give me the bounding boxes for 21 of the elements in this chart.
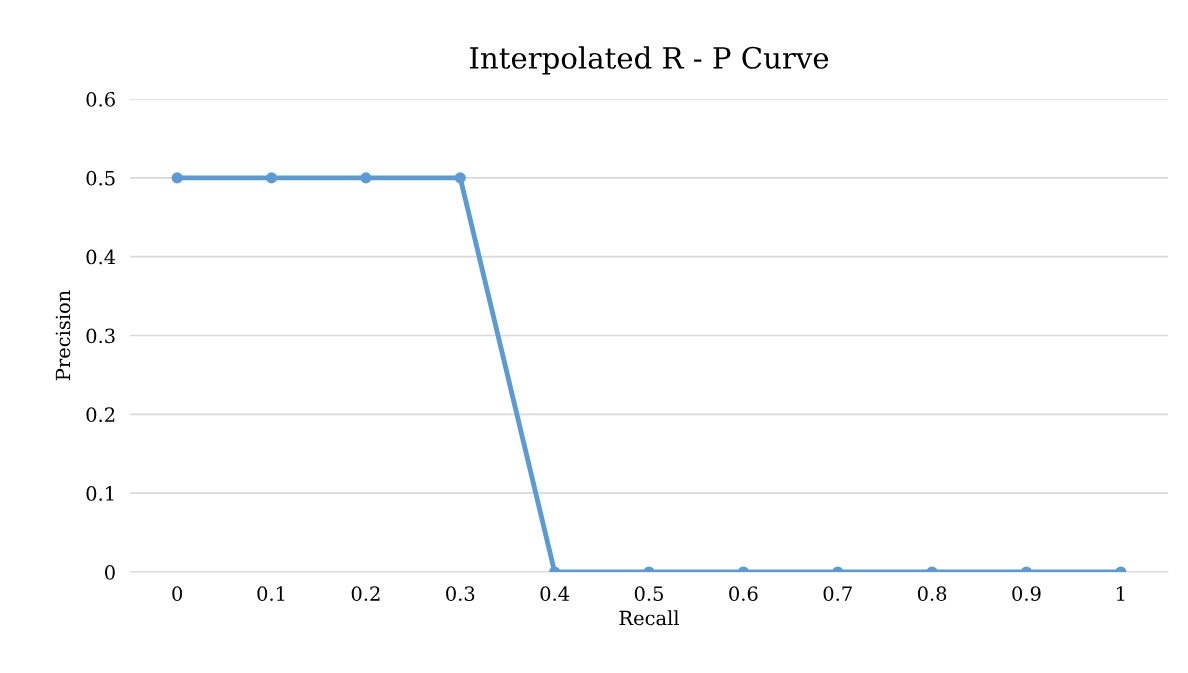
x-axis-title: Recall bbox=[619, 610, 679, 626]
x-tick-label: 0.5 bbox=[634, 586, 663, 601]
y-axis-title: Precision bbox=[55, 290, 71, 381]
x-tick-label: 0.8 bbox=[917, 586, 947, 601]
y-tick-label: 0 bbox=[105, 564, 115, 580]
x-tick-label: 0.1 bbox=[257, 586, 285, 601]
x-tick-label: 1 bbox=[1117, 586, 1125, 601]
x-tick-label: 0 bbox=[172, 586, 183, 601]
y-tick-label: 0.6 bbox=[86, 91, 115, 107]
y-tick-label: 0.3 bbox=[86, 328, 115, 344]
y-tick-label: 0.5 bbox=[86, 170, 115, 186]
x-tick-label: 0.2 bbox=[351, 586, 380, 601]
x-tick-label: 0.7 bbox=[823, 586, 852, 601]
x-tick-label: 0.4 bbox=[540, 586, 570, 601]
x-tick-label: 0.3 bbox=[446, 586, 475, 601]
chart-title: Interpolated R - P Curve bbox=[470, 46, 829, 75]
y-tick-label: 0.4 bbox=[86, 249, 116, 265]
y-tick-label: 0.1 bbox=[86, 486, 114, 501]
x-tick-label: 0.9 bbox=[1012, 586, 1041, 601]
x-tick-label: 0.6 bbox=[729, 586, 758, 601]
y-tick-label: 0.2 bbox=[86, 407, 115, 422]
